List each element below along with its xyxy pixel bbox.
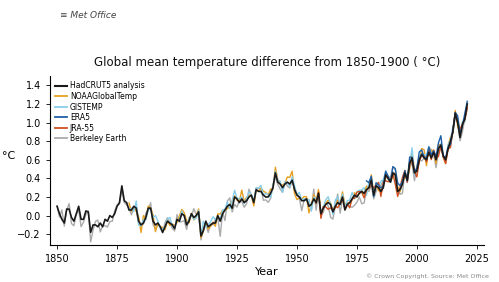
X-axis label: Year: Year xyxy=(255,267,279,277)
Text: © Crown Copyright. Source: Met Office: © Crown Copyright. Source: Met Office xyxy=(366,274,489,279)
Text: ≡ Met Office: ≡ Met Office xyxy=(60,11,116,20)
Legend: HadCRUT5 analysis, NOAAGlobalTemp, GISTEMP, ERA5, JRA-55, Berkeley Earth: HadCRUT5 analysis, NOAAGlobalTemp, GISTE… xyxy=(54,80,146,145)
Y-axis label: °C: °C xyxy=(2,151,15,161)
Text: Global mean temperature difference from 1850-1900 ( °C): Global mean temperature difference from … xyxy=(94,56,440,69)
